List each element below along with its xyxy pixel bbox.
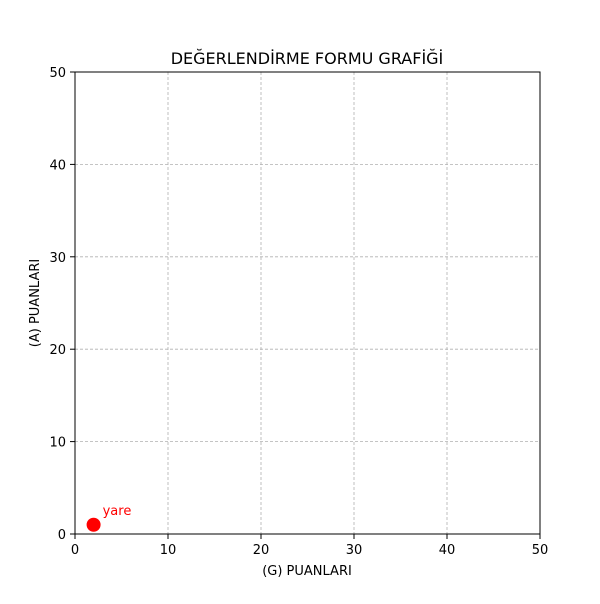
plot-frame: [74, 71, 541, 535]
x-tick-label: 40: [439, 543, 456, 558]
x-tick-label: 50: [532, 543, 549, 558]
y-tick-label: 40: [49, 158, 66, 173]
y-tick-label: 30: [49, 251, 66, 266]
data-point: [86, 517, 101, 532]
point-label: yare: [103, 504, 132, 519]
grid: [74, 71, 541, 535]
y-tick-label: 0: [58, 528, 66, 543]
axis-ticks: 0 10 20 30 40 50 0 10 20 30 40 50: [49, 66, 548, 558]
y-tick-label: 20: [49, 343, 66, 358]
y-axis-label: (A) PUANLARI: [28, 259, 43, 347]
x-tick-label: 20: [253, 543, 270, 558]
chart-title: DEĞERLENDİRME FORMU GRAFİĞİ: [171, 49, 444, 68]
x-axis-label: (G) PUANLARI: [262, 564, 352, 579]
y-tick-label: 10: [49, 436, 66, 451]
x-tick-label: 10: [160, 543, 177, 558]
data-points: yare: [86, 504, 132, 532]
x-tick-label: 0: [71, 543, 79, 558]
y-tick-label: 50: [49, 66, 66, 81]
x-tick-label: 30: [346, 543, 363, 558]
